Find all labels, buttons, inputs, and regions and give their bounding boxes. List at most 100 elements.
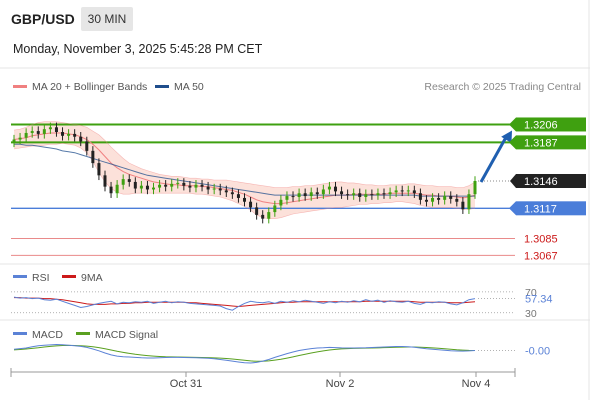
candle xyxy=(255,202,259,220)
level-label-current: 1.3146 xyxy=(524,176,558,188)
macd-signal-legend-label: MACD Signal xyxy=(95,329,158,341)
x-axis-tick-label: Nov 2 xyxy=(326,378,355,390)
candle-body xyxy=(170,183,174,187)
candle xyxy=(12,134,16,148)
candle-body xyxy=(36,131,40,134)
candle-body xyxy=(346,194,350,196)
candle xyxy=(182,178,186,191)
rsi-ma-legend-swatch xyxy=(62,275,76,278)
candle-body xyxy=(200,184,204,187)
candle xyxy=(188,180,192,193)
candle-body xyxy=(467,194,471,210)
level-label-resistance: 1.3187 xyxy=(524,137,558,149)
candle-body xyxy=(91,150,95,164)
x-axis-tick-label: Oct 31 xyxy=(170,378,202,390)
candle-body xyxy=(327,186,331,190)
candle xyxy=(230,187,234,199)
level-label-bg-resistance xyxy=(516,135,586,150)
candle xyxy=(340,186,344,199)
candle xyxy=(164,180,168,192)
candle-body xyxy=(12,139,16,143)
candle xyxy=(431,193,435,207)
candle-body xyxy=(218,188,222,191)
candle xyxy=(194,180,198,193)
candle xyxy=(176,178,180,189)
candle-body xyxy=(212,188,216,190)
candle xyxy=(461,197,465,214)
candle-body xyxy=(461,201,465,210)
candle-body xyxy=(139,185,143,189)
candle xyxy=(152,182,156,195)
candle-body xyxy=(152,187,156,190)
macd-legend-swatch xyxy=(13,332,27,335)
candle xyxy=(352,188,356,200)
candle-body xyxy=(333,186,337,192)
candle xyxy=(109,181,113,198)
candle-body xyxy=(303,193,307,197)
candle-body xyxy=(406,190,410,192)
candle-body xyxy=(279,199,283,206)
candle xyxy=(24,128,28,143)
candle xyxy=(291,191,295,202)
main-legend: MA 20 + Bollinger Bands MA 50 xyxy=(13,81,204,93)
candle xyxy=(200,180,204,192)
candle-body xyxy=(224,190,228,193)
candle-body xyxy=(85,141,89,151)
candle xyxy=(54,122,58,137)
candle-body xyxy=(18,137,22,140)
candle-body xyxy=(255,207,259,215)
candle-body xyxy=(412,190,416,194)
candle xyxy=(145,180,149,195)
candle-body xyxy=(176,182,180,184)
projection-arrow-head xyxy=(501,130,512,143)
candle xyxy=(364,189,368,202)
symbol-title: GBP/USD xyxy=(11,11,75,27)
rsi-legend-label: RSI xyxy=(32,272,50,284)
candle-body xyxy=(358,193,362,198)
candle xyxy=(279,195,283,211)
candle xyxy=(133,177,137,194)
level-label-bg-current xyxy=(516,173,586,188)
candle xyxy=(424,195,428,207)
rsi-ma-legend-label: 9MA xyxy=(81,272,103,284)
candle-body xyxy=(291,196,295,198)
candle-body xyxy=(249,201,253,208)
candle xyxy=(30,126,34,138)
candle-body xyxy=(376,193,380,196)
level-label-resistance: 1.3206 xyxy=(524,119,558,131)
timeframe-button[interactable]: 30 MIN xyxy=(81,7,133,31)
candle-body xyxy=(418,193,422,200)
candle xyxy=(303,188,307,201)
candle-body xyxy=(424,199,428,202)
legend-bands-swatch xyxy=(13,85,27,88)
candle xyxy=(261,210,265,224)
candle-body xyxy=(97,163,101,176)
rsi-level-label: 70 xyxy=(525,287,537,299)
candle xyxy=(267,207,271,224)
candle-body xyxy=(133,181,137,189)
candle-body xyxy=(285,196,289,200)
candle xyxy=(18,132,22,145)
rsi-panel: 70 30 57.34 xyxy=(11,287,553,320)
projection-arrow xyxy=(479,130,512,183)
candle-body xyxy=(42,129,46,134)
candle xyxy=(236,189,240,203)
level-label-bg-resistance xyxy=(516,117,586,132)
candle xyxy=(97,158,101,181)
candle xyxy=(36,126,40,139)
candle-body xyxy=(79,136,83,142)
candle-body xyxy=(230,192,234,195)
candle-body xyxy=(394,190,398,193)
candle xyxy=(243,193,246,207)
macd-legend: MACD MACD Signal xyxy=(13,329,158,341)
candle xyxy=(139,180,143,194)
candle xyxy=(224,185,228,198)
candle-body xyxy=(48,127,52,130)
candle-body xyxy=(370,194,374,196)
candle-body xyxy=(364,194,368,198)
candle xyxy=(103,170,107,192)
candle xyxy=(127,174,131,187)
candle-body xyxy=(73,133,77,137)
candle xyxy=(346,189,350,200)
